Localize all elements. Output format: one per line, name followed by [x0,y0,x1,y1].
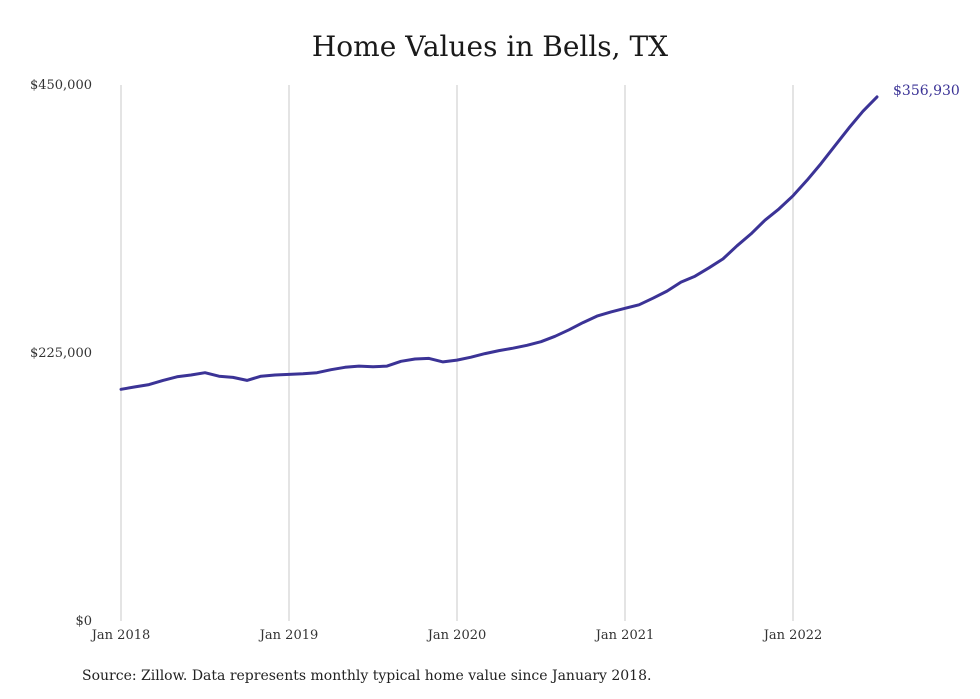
y-tick-label: $0 [75,614,92,629]
x-tick-label: Jan 2020 [426,628,487,643]
x-tick-label: Jan 2018 [90,628,151,643]
grid-lines [120,85,794,621]
series-line [119,95,879,391]
source-note: Source: Zillow. Data represents monthly … [82,668,652,684]
x-tick-label: Jan 2021 [594,628,655,643]
series-layer: $356,930 [119,83,960,391]
end-value-label: $356,930 [893,83,960,99]
x-tick-label: Jan 2022 [762,628,823,643]
chart-title: Home Values in Bells, TX [311,30,669,63]
y-tick-label: $450,000 [30,78,92,93]
x-tick-label: Jan 2019 [258,628,319,643]
y-tick-label: $225,000 [30,346,92,361]
axis-labels: Jan 2018 Jan 2019 Jan 2020 Jan 2021 Jan 2022… [30,78,822,643]
